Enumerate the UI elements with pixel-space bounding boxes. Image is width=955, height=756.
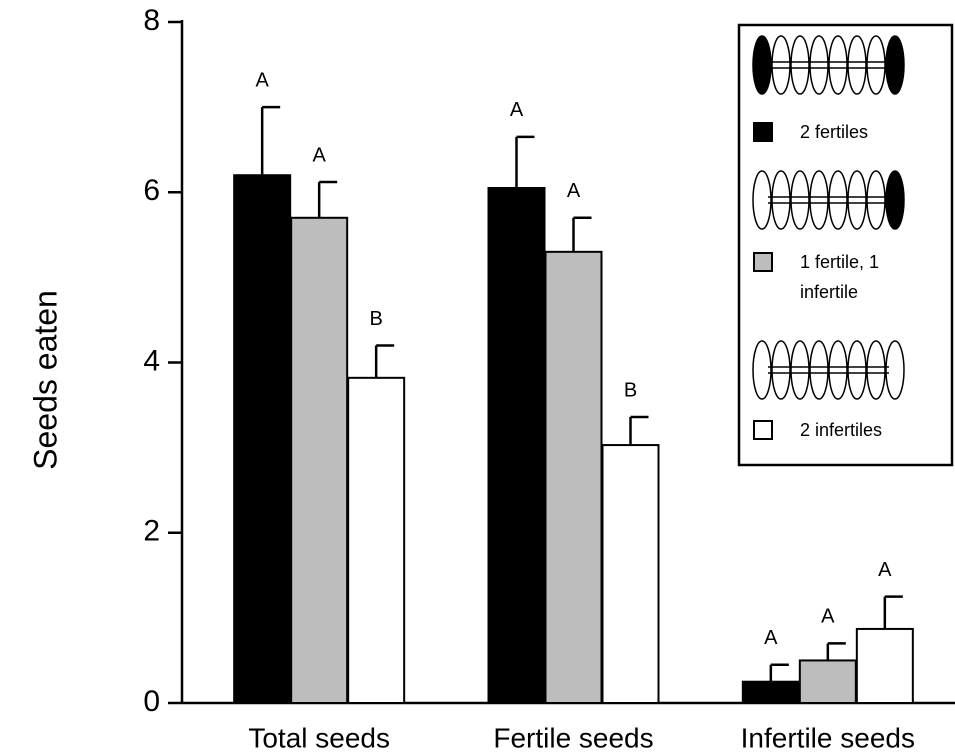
seed-icon [772, 36, 790, 94]
seed-icon [829, 36, 847, 94]
bar [800, 660, 856, 703]
seed-icon [886, 341, 904, 399]
seed-icon [886, 171, 904, 229]
y-tick-label: 2 [143, 515, 160, 548]
seed-icon [810, 36, 828, 94]
chart: Seeds eaten 0 2 4 6 8 Total seeds A A B Fertile s… [0, 0, 955, 756]
x-tick-label: Total seeds [248, 722, 390, 753]
seed-icon [772, 341, 790, 399]
y-tick-label: 0 [143, 685, 160, 718]
seed-icon [810, 171, 828, 229]
seed-icon [753, 341, 771, 399]
significance-letter: A [255, 69, 269, 91]
seed-icon [753, 171, 771, 229]
seed-icon [829, 171, 847, 229]
seed-icon [772, 171, 790, 229]
y-tick-label: 8 [143, 4, 160, 37]
seed-icon [867, 171, 885, 229]
x-tick-label: Infertile seeds [741, 722, 915, 753]
significance-letter: B [624, 379, 637, 401]
bar [291, 218, 347, 703]
significance-letter: A [312, 144, 326, 166]
bar [489, 188, 545, 703]
significance-letter: B [369, 308, 382, 330]
seed-icon [848, 171, 866, 229]
legend-label: 1 fertile, 1 infertile [800, 247, 920, 307]
seed-icon [848, 341, 866, 399]
y-axis-label: Seeds eaten [27, 290, 63, 470]
legend-label: 2 fertiles [800, 117, 920, 147]
seed-icon [829, 341, 847, 399]
y-tick-label: 6 [143, 174, 160, 207]
significance-letter: A [821, 606, 835, 628]
significance-letter: A [567, 180, 581, 202]
seed-icon [791, 341, 809, 399]
legend-swatch [754, 123, 772, 141]
legend-box [739, 25, 952, 465]
x-tick-label: Fertile seeds [493, 722, 653, 753]
legend-swatch [754, 421, 772, 439]
y-tick-label: 4 [143, 344, 160, 377]
significance-letter: A [878, 559, 892, 581]
seed-icon [867, 36, 885, 94]
significance-letter: A [510, 99, 524, 121]
legend-label: 2 infertiles [800, 415, 920, 445]
page: Seeds eaten 0 2 4 6 8 Total seeds A A B Fertile s… [0, 0, 955, 756]
bar [546, 252, 602, 703]
seed-icon [886, 36, 904, 94]
bar [348, 378, 404, 703]
bar [743, 682, 799, 703]
bar [857, 629, 913, 703]
seed-icon [791, 171, 809, 229]
seed-icon [848, 36, 866, 94]
bar [603, 445, 659, 703]
significance-letter: A [764, 627, 778, 649]
bar [234, 175, 290, 703]
seed-icon [810, 341, 828, 399]
seed-icon [791, 36, 809, 94]
seed-icon [753, 36, 771, 94]
legend-swatch [754, 253, 772, 271]
seed-icon [867, 341, 885, 399]
